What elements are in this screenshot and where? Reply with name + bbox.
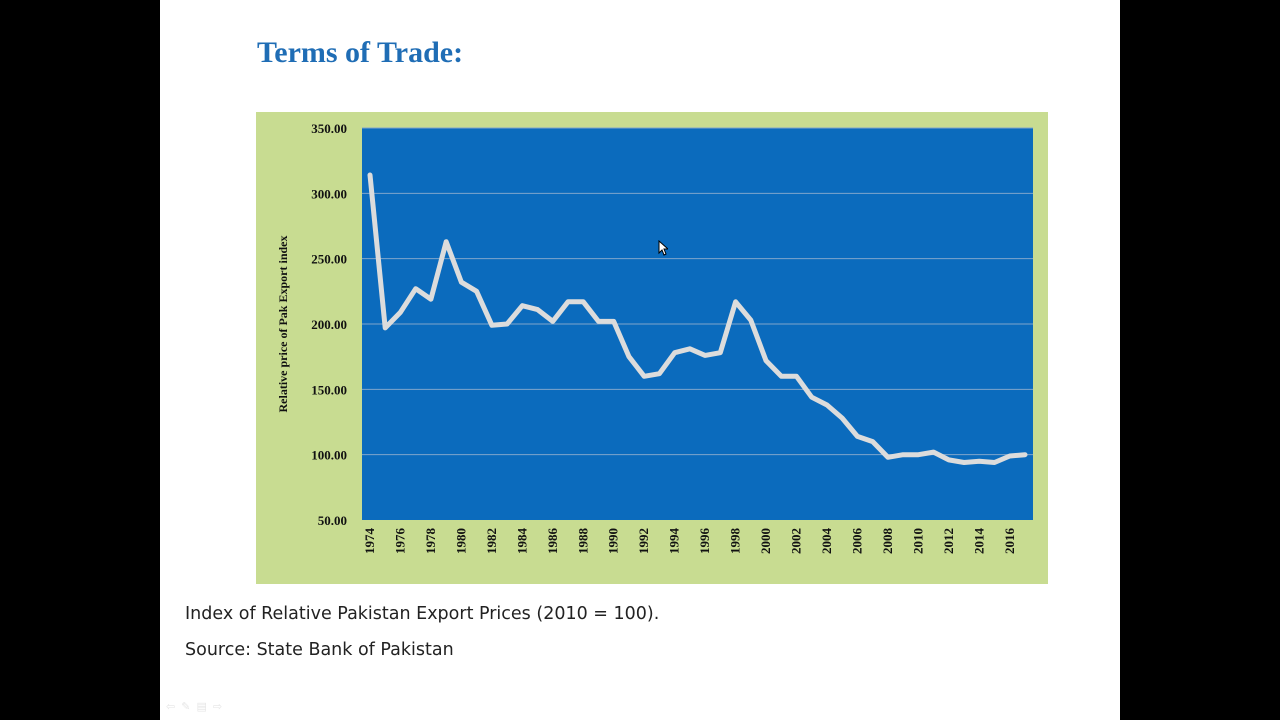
x-tick-label: 2016 (1002, 528, 1017, 555)
menu-icon[interactable]: ▤ (196, 700, 213, 713)
pen-icon[interactable]: ✎ (181, 700, 197, 713)
y-tick-label: 50.00 (318, 513, 347, 528)
x-tick-label: 1988 (575, 528, 590, 555)
x-tick-label: 1998 (728, 528, 743, 555)
x-tick-label: 1974 (362, 528, 377, 555)
x-tick-label: 2008 (880, 528, 895, 555)
series-export-index (367, 172, 1028, 465)
x-tick-label: 1994 (667, 528, 682, 555)
series-line (367, 172, 1028, 465)
source-note: Source: State Bank of Pakistan (185, 640, 454, 660)
y-tick-label: 150.00 (311, 382, 347, 397)
x-tick-label: 2014 (971, 528, 986, 555)
x-axis-ticks: 1974 1976 1978 1980 1982 1984 1986 1988 1990 1992… (362, 528, 1017, 555)
x-tick-label: 1976 (392, 528, 407, 555)
x-tick-label: 2002 (789, 528, 804, 554)
forward-arrow-icon[interactable]: ⇨ (212, 700, 229, 713)
y-tick-label: 200.00 (311, 317, 347, 332)
line-chart: 50.00 100.00 150.00 200.00 250.00 300.00 350.0… (256, 112, 1048, 584)
y-tick-label: 350.00 (311, 121, 347, 136)
back-arrow-icon[interactable]: ⇦ (166, 700, 182, 713)
y-tick-label: 250.00 (311, 252, 347, 267)
x-tick-label: 1982 (484, 528, 499, 554)
y-tick-label: 300.00 (311, 186, 347, 201)
x-tick-label: 2012 (941, 528, 956, 554)
y-axis-label: Relative price of Pak Export index (276, 236, 290, 413)
x-tick-label: 1992 (636, 528, 651, 554)
x-tick-label: 1978 (423, 528, 438, 555)
slide-nav-toolbar: ⇦✎▤⇨ (166, 700, 228, 713)
slide-title: Terms of Trade: (257, 36, 464, 69)
y-axis-ticks: 50.00 100.00 150.00 200.00 250.00 300.00 350.0… (311, 121, 347, 528)
x-tick-label: 2010 (910, 528, 925, 554)
x-tick-label: 1986 (545, 528, 560, 555)
x-tick-label: 1996 (697, 528, 712, 555)
gridlines (362, 127, 1033, 456)
x-tick-label: 2004 (819, 528, 834, 555)
mouse-cursor-icon (658, 240, 668, 256)
slide: Terms of Trade: 50.00 100.00 150.00 200.00 2… (160, 0, 1120, 720)
x-tick-label: 1990 (606, 528, 621, 554)
x-tick-label: 1984 (514, 528, 529, 555)
x-tick-label: 2000 (758, 528, 773, 554)
x-tick-label: 1980 (453, 528, 468, 554)
chart-caption: Index of Relative Pakistan Export Prices… (185, 604, 660, 624)
x-tick-label: 2006 (849, 528, 864, 555)
y-tick-label: 100.00 (311, 448, 347, 463)
